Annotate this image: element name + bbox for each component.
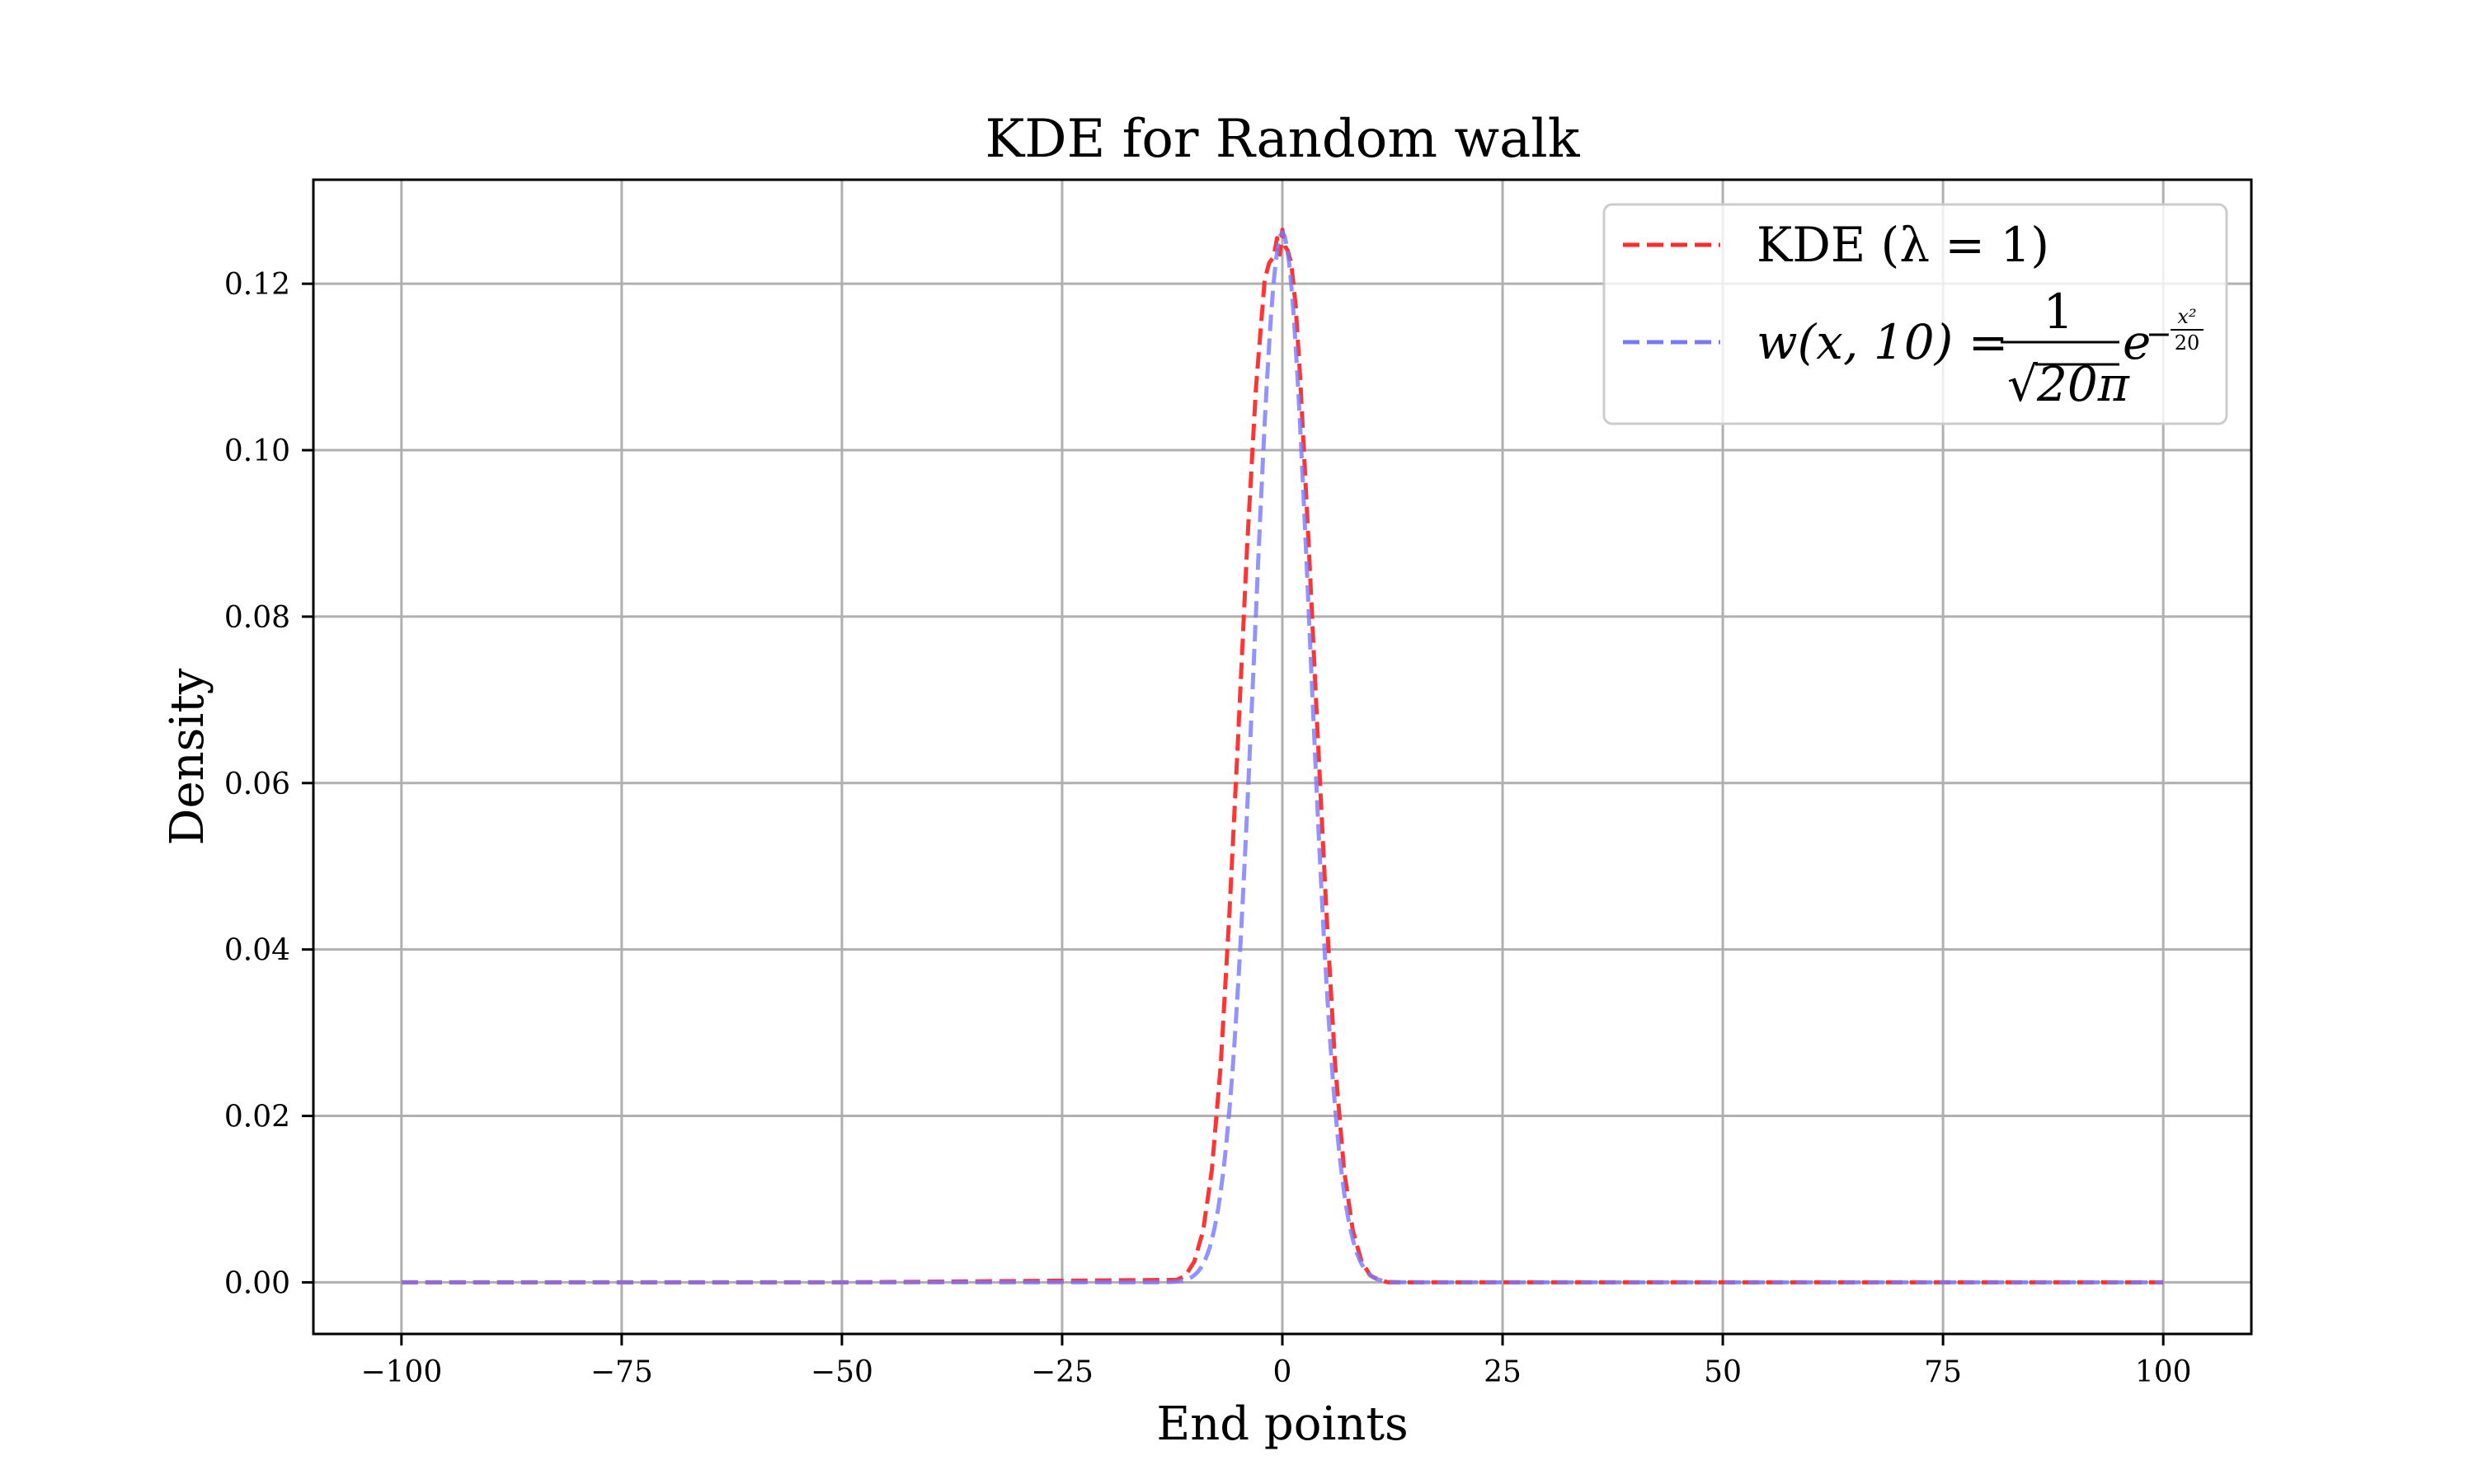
x-tick-label: 50 bbox=[1704, 1355, 1742, 1389]
x-tick-label: −75 bbox=[590, 1355, 653, 1389]
y-tick-label: 0.10 bbox=[224, 434, 290, 468]
x-axis-label: End points bbox=[1156, 1397, 1408, 1451]
legend-fraction-numerator: 1 bbox=[2044, 284, 2074, 340]
legend-exp-base: e bbox=[2123, 314, 2151, 370]
legend-sqrt-sign: √ bbox=[2007, 356, 2038, 412]
x-tick-label: 0 bbox=[1273, 1355, 1292, 1389]
y-tick-label: 0.06 bbox=[224, 768, 290, 801]
series-layer bbox=[401, 228, 2164, 1284]
x-tick-label: −100 bbox=[360, 1355, 442, 1389]
legend-fraction-denominator: 20π bbox=[2036, 356, 2130, 412]
x-tick-label: 25 bbox=[1484, 1355, 1522, 1389]
x-tick-label: −50 bbox=[811, 1355, 873, 1389]
legend-exp-denominator: 20 bbox=[2175, 331, 2200, 355]
x-tick-label: 75 bbox=[1924, 1355, 1962, 1389]
legend: KDE (λ = 1) w(x, 10) = 1 √ 20π e − x² 20 bbox=[1602, 203, 2228, 425]
x-tick-label: −25 bbox=[1031, 1355, 1094, 1389]
series-gaussian-line bbox=[401, 230, 2164, 1284]
legend-gaussian-lhs: w(x, 10) = bbox=[1757, 314, 2008, 370]
y-axis-label: Density bbox=[161, 668, 214, 845]
y-tick-label: 0.00 bbox=[224, 1266, 290, 1300]
ticks: −100 −75 −50 −25 0 25 50 75 100 0.00 0.02 0.04 0.06 0… bbox=[224, 268, 2192, 1389]
x-tick-label: 100 bbox=[2135, 1355, 2192, 1389]
legend-box bbox=[1602, 203, 2228, 425]
series-kde-line bbox=[401, 228, 2164, 1284]
y-tick-label: 0.04 bbox=[224, 934, 290, 968]
chart-title: KDE for Random walk bbox=[985, 109, 1580, 170]
legend-exp-numerator: x² bbox=[2177, 305, 2196, 328]
y-tick-label: 0.02 bbox=[224, 1101, 290, 1134]
legend-exp-sign: − bbox=[2146, 316, 2172, 352]
y-tick-label: 0.12 bbox=[224, 268, 290, 302]
y-tick-label: 0.08 bbox=[224, 601, 290, 635]
legend-kde-label: KDE (λ = 1) bbox=[1757, 217, 2049, 273]
